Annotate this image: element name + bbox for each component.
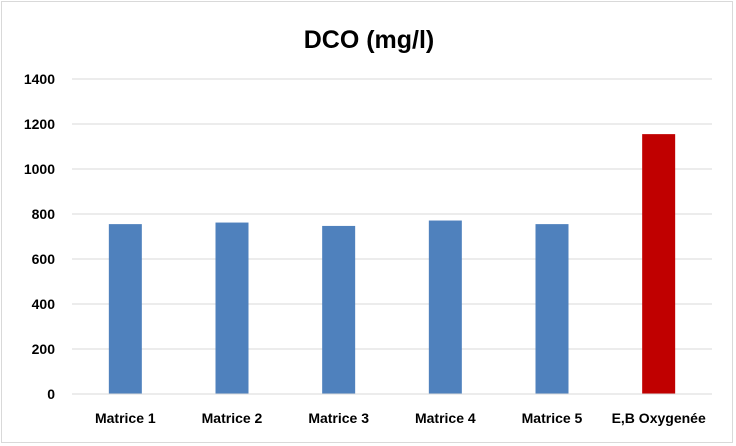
bars [108,134,676,394]
bar-5 [535,224,569,394]
x-category-label: E,B Oxygenée [612,410,706,426]
bar-3 [322,225,356,394]
y-tick-label: 800 [32,206,56,222]
x-category-label: Matrice 1 [95,410,156,426]
x-category-label: Matrice 2 [202,410,263,426]
x-category-label: Matrice 4 [415,410,476,426]
y-tick-label: 400 [32,296,56,312]
y-tick-label: 1200 [24,116,55,132]
y-tick-label: 1400 [24,71,55,87]
y-axis-ticks: 0 200 400 600 800 1000 1200 1400 [24,71,55,402]
chart-title: DCO (mg/l) [304,26,435,54]
y-tick-label: 600 [32,251,56,267]
x-category-label: Matrice 3 [308,410,369,426]
gridlines [72,78,712,350]
y-tick-label: 1000 [24,161,55,177]
bar-1 [108,224,142,394]
bar-6 [642,134,676,394]
y-tick-label: 0 [47,386,55,402]
x-axis-labels: Matrice 1 Matrice 2 Matrice 3 Matrice 4 Matr… [95,410,706,426]
bar-4 [428,220,462,394]
bar-2 [215,222,249,394]
y-tick-label: 200 [32,341,56,357]
x-category-label: Matrice 5 [522,410,583,426]
